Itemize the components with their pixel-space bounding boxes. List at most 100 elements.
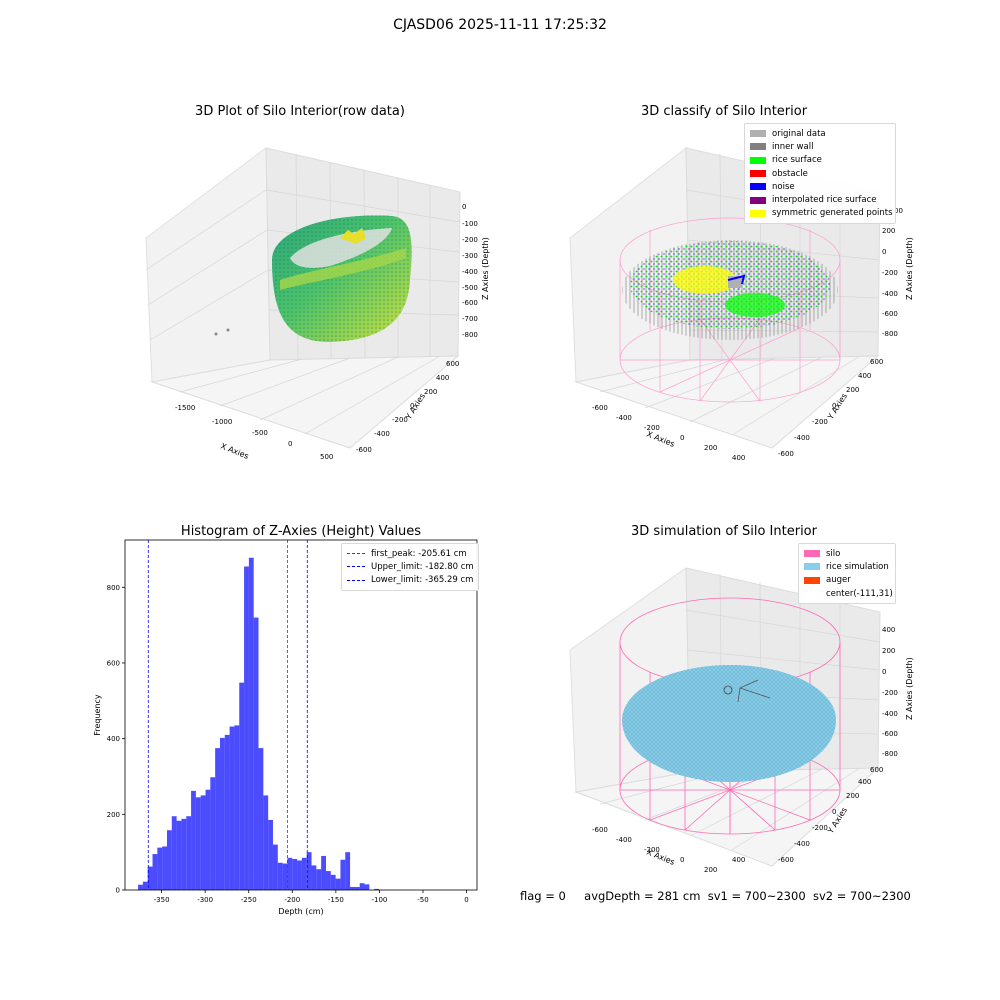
simulation-xtick: -600 <box>592 826 608 834</box>
legend-label: obstacle <box>772 168 808 179</box>
histogram-bar <box>166 830 172 890</box>
classify-ztick: -600 <box>882 310 898 318</box>
y-tick-label: 800 <box>107 584 120 592</box>
histogram-bar <box>321 855 326 890</box>
raw-xtick: -1000 <box>212 418 232 426</box>
legend-entry: rice surface <box>750 154 890 167</box>
simulation-ztick: 200 <box>882 647 895 655</box>
legend-entry: Lower_limit: -365.29 cm <box>347 574 473 587</box>
legend-swatch <box>750 209 766 217</box>
histogram-bar <box>359 883 365 890</box>
auger-marker <box>723 685 733 695</box>
histogram-chart: -350 -300 -250 -200 -150 -100 -50 0 0 200 400 600 80… <box>93 539 478 916</box>
histogram-legend: first_peak: -205.61 cm Upper_limit: -182… <box>341 543 479 591</box>
raw-ztick: -500 <box>462 284 478 292</box>
histogram-bar <box>244 566 249 890</box>
histogram-bar <box>229 726 235 890</box>
histogram-bar <box>350 886 355 890</box>
x-tick-label: -350 <box>154 896 170 904</box>
legend-swatch <box>750 130 766 138</box>
legend-label: Lower_limit: -365.29 cm <box>371 575 474 586</box>
legend-entry: center(-111,31) <box>804 587 893 600</box>
legend-label: interpolated rice surface <box>772 195 877 206</box>
simulation-xlabel: X Axies <box>645 848 676 867</box>
simulation-3d-plot: -600 -400 -200 0 200 400 -600 -400 -200 … <box>569 567 914 874</box>
plot-frame <box>124 539 478 891</box>
classify-legend: original data inner wall rice surface ob… <box>744 123 896 225</box>
legend-entry: original data <box>750 127 890 140</box>
raw-left-pane <box>145 147 271 383</box>
raw-ytick: -200 <box>392 416 408 424</box>
legend-swatch <box>750 183 766 191</box>
histogram-bar <box>181 818 187 890</box>
legend-label: inner wall <box>772 141 814 152</box>
simulation-ytick: 400 <box>858 778 871 786</box>
histogram-bar <box>191 790 196 890</box>
classify-plot-title: 3D classify of Silo Interior <box>640 104 808 119</box>
classify-zlabel: Z Axies (Depth) <box>905 237 914 300</box>
y-tick-label: 0 <box>116 887 120 895</box>
raw-ytick: 600 <box>446 360 459 368</box>
raw-xtick: 500 <box>320 453 333 460</box>
legend-label: symmetric generated points <box>772 208 893 219</box>
histogram-bar <box>292 858 298 890</box>
raw-xtick: 0 <box>288 440 292 448</box>
x-tick-label: -250 <box>241 896 257 904</box>
x-tick-label: -150 <box>328 896 344 904</box>
histogram-bar <box>345 852 351 890</box>
histogram-title: Histogram of Z-Axies (Height) Values <box>180 524 422 539</box>
legend-swatch <box>804 576 820 584</box>
raw-point-cloud <box>214 215 412 342</box>
legend-label: rice surface <box>772 155 822 166</box>
histogram-bar <box>340 859 346 890</box>
histogram-bar <box>316 869 322 890</box>
legend-entry: obstacle <box>750 167 890 180</box>
legend-line <box>347 566 365 568</box>
histogram-bar <box>157 847 163 890</box>
histogram-bar <box>248 557 254 890</box>
classify-ztick: 0 <box>882 248 886 256</box>
legend-label: original data <box>772 128 826 139</box>
legend-label: center(-111,31) <box>826 588 893 599</box>
x-axis-label: Depth (cm) <box>278 907 323 916</box>
histogram-bar <box>258 748 264 890</box>
simulation-ztick: -600 <box>882 730 898 738</box>
classify-ztick: -400 <box>882 290 898 298</box>
raw-ztick: -800 <box>462 331 478 339</box>
legend-label: noise <box>772 181 795 192</box>
simulation-xtick: 400 <box>732 856 745 864</box>
histogram-bar <box>138 884 143 890</box>
x-tick-label: -100 <box>371 896 387 904</box>
legend-entry: interpolated rice surface <box>750 193 890 206</box>
simulation-xtick: 0 <box>680 856 684 864</box>
sv2-text: sv2 = 700~2300 <box>812 889 911 903</box>
raw-xtick: -1500 <box>175 404 195 412</box>
simulation-ytick: -200 <box>812 824 828 832</box>
simulation-xtick: -200 <box>644 846 660 854</box>
classify-ytick: 200 <box>846 386 859 394</box>
avg-depth-text: avgDepth = 281 cm <box>584 889 701 903</box>
simulation-ztick: 0 <box>882 668 886 676</box>
legend-label: silo <box>826 548 841 559</box>
legend-entry: auger <box>804 574 890 587</box>
legend-swatch <box>750 170 766 178</box>
histogram-bar <box>215 748 220 890</box>
raw-ztick: -100 <box>462 220 478 228</box>
classify-xtick: 0 <box>680 434 684 442</box>
simulation-ytick: -600 <box>778 856 794 864</box>
legend-entry: silo <box>804 547 890 560</box>
classify-xtick: -400 <box>616 414 632 422</box>
classify-point-cloud <box>622 240 838 340</box>
legend-swatch <box>750 143 766 151</box>
legend-swatch <box>804 590 820 598</box>
legend-line <box>347 553 365 555</box>
raw-xlabel: X Axies <box>219 442 250 460</box>
histogram-bar <box>364 884 370 890</box>
raw-ztick: -600 <box>462 299 478 307</box>
flag-text: flag = 0 <box>520 889 566 903</box>
classify-ytick: -400 <box>794 434 810 442</box>
raw-ztick: -300 <box>462 252 478 260</box>
histogram-bar <box>282 863 288 890</box>
classify-ytick: 600 <box>870 358 883 366</box>
histogram-bar <box>374 888 379 890</box>
